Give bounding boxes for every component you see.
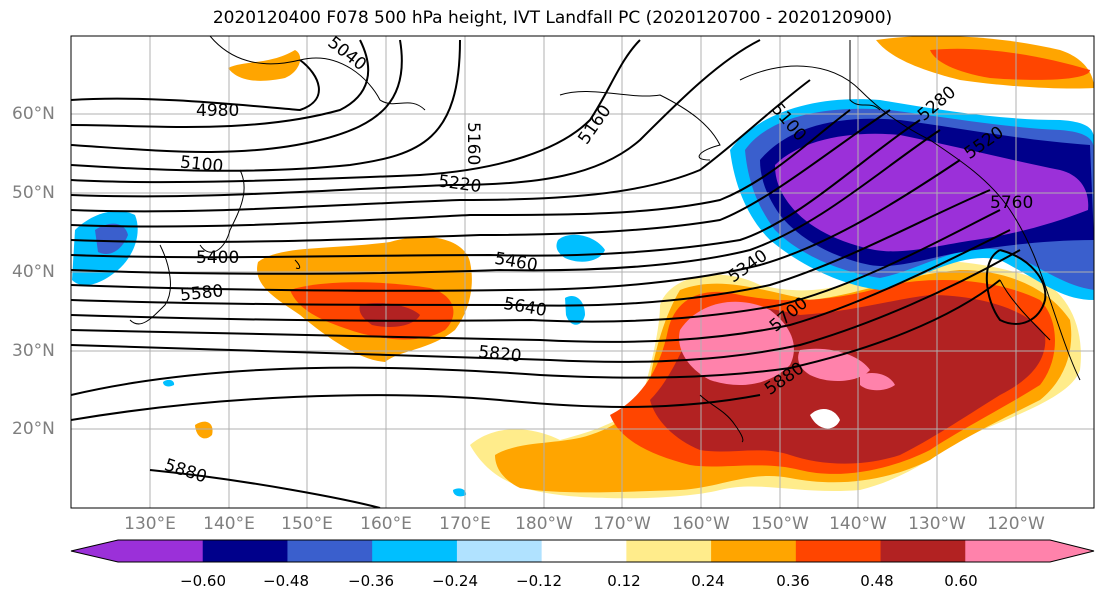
colorbar-segment xyxy=(795,540,882,562)
colorbar-tick-label: −0.48 xyxy=(263,572,309,590)
colorbar-tick-label: 0.12 xyxy=(607,572,641,590)
colorbar-tick-label: 0.48 xyxy=(860,572,894,590)
colorbar-tick-label: −0.12 xyxy=(516,572,562,590)
colorbar-segment xyxy=(626,540,712,562)
colorbar-segment xyxy=(456,540,543,562)
colorbar-extend-max xyxy=(1050,540,1094,562)
colorbar-segment xyxy=(541,540,627,562)
colorbar-tick-label: 0.36 xyxy=(776,572,810,590)
colorbar xyxy=(70,539,1095,563)
colorbar-segment xyxy=(287,540,373,562)
lat-label: 60°N xyxy=(12,104,55,124)
lon-label: 160°E xyxy=(360,514,412,534)
colorbar-segment xyxy=(880,540,966,562)
contour-label: 5160 xyxy=(1093,268,1105,311)
lon-label: 140°E xyxy=(203,514,255,534)
colorbar-tick-label: 0.24 xyxy=(691,572,725,590)
ivt-positive-west-fill xyxy=(195,50,472,439)
colorbar-tick-label: −0.36 xyxy=(348,572,394,590)
height-contours xyxy=(71,39,1047,508)
colorbar-segment xyxy=(965,540,1051,562)
lon-label: 150°E xyxy=(281,514,333,534)
lon-label: 160°W xyxy=(672,514,730,534)
lon-label: 150°W xyxy=(751,514,809,534)
lon-label: 170°E xyxy=(439,514,491,534)
lon-label: 180°W xyxy=(515,514,573,534)
colorbar-segment xyxy=(372,540,458,562)
colorbar-outline xyxy=(70,539,1095,563)
lat-label: 40°N xyxy=(12,262,55,282)
contour-label: 5760 xyxy=(990,193,1033,213)
map-frame xyxy=(70,35,1095,509)
lon-label: 130°E xyxy=(124,514,176,534)
ivt-positive-east-fill xyxy=(470,36,1094,499)
colorbar-segment xyxy=(118,540,204,562)
map-panel: 4980 5040 5100 5160 5160 5220 5280 5400 … xyxy=(71,36,1105,508)
lon-label: 120°W xyxy=(987,514,1045,534)
lon-label: 140°W xyxy=(829,514,887,534)
colorbar-tick-label: 0.60 xyxy=(944,572,978,590)
lon-label: 130°W xyxy=(908,514,966,534)
contour-label: 5580 xyxy=(179,281,224,305)
colorbar-segment xyxy=(711,540,797,562)
colorbar-extend-min xyxy=(71,540,118,562)
contour-label: 5100 xyxy=(179,152,224,176)
colorbar-tick-label: −0.60 xyxy=(180,572,226,590)
colorbar-segment xyxy=(202,540,288,562)
map-title: 2020120400 F078 500 hPa height, IVT Land… xyxy=(212,8,893,28)
lat-label: 30°N xyxy=(12,341,55,361)
lat-label: 20°N xyxy=(12,419,55,439)
lat-label: 50°N xyxy=(12,183,55,203)
contour-label: 4980 xyxy=(196,101,239,121)
contour-label: 5820 xyxy=(477,342,522,366)
lon-label: 170°W xyxy=(593,514,651,534)
contour-label: 5400 xyxy=(196,248,239,268)
contour-label: 5160 xyxy=(463,122,483,165)
colorbar-tick-label: −0.24 xyxy=(432,572,478,590)
